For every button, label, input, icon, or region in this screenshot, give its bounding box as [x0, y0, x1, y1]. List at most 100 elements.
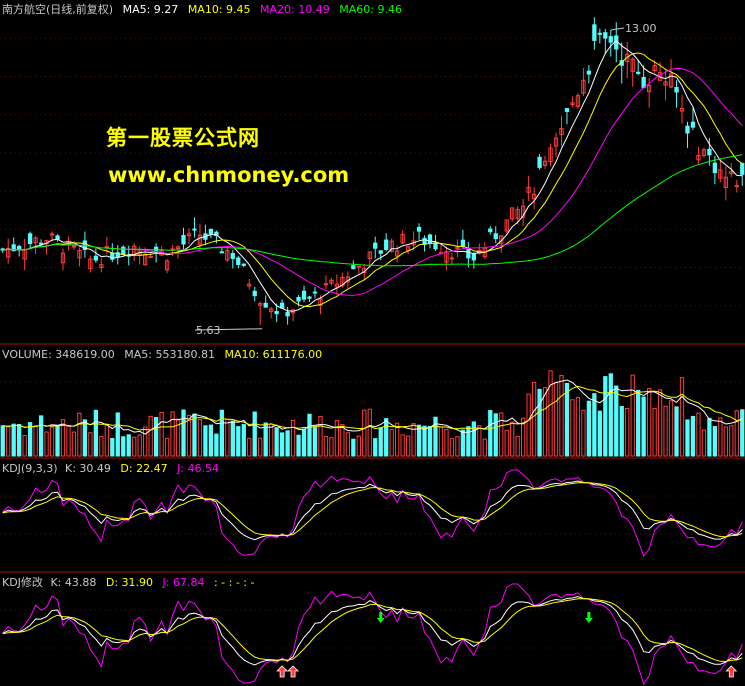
candle-body — [197, 234, 203, 245]
candle-body — [263, 302, 268, 308]
kdj-k-line — [2, 480, 743, 541]
candle-body — [318, 298, 323, 306]
volume-bar — [466, 426, 471, 457]
volume-bar — [526, 393, 531, 457]
candle-body — [499, 235, 504, 245]
candle-body — [690, 121, 696, 128]
volume-bar — [723, 426, 728, 457]
volume-bar — [356, 435, 361, 457]
volume-ma5-value: MA5: 553180.81 — [124, 348, 215, 361]
volume-bar — [22, 435, 27, 457]
candle-body — [356, 265, 361, 268]
volume-bar — [110, 437, 115, 457]
volume-bar — [148, 415, 153, 457]
kdj-d-line — [2, 482, 743, 538]
candle-body — [729, 171, 734, 175]
kdj-j-value: J: 46.54 — [177, 462, 220, 475]
volume-bar — [696, 412, 701, 457]
volume-bar — [82, 419, 88, 457]
candle-body — [121, 246, 126, 255]
volume-bar — [17, 423, 22, 457]
kdj-modified-panel — [2, 583, 743, 686]
candle-body — [696, 155, 701, 161]
kdj2-extra: : - : - : - — [213, 576, 255, 589]
low-marker — [194, 328, 263, 331]
kdj-d-value: D: 22.47 — [120, 462, 168, 475]
volume-bar — [367, 408, 372, 457]
volume-bar — [619, 406, 624, 457]
candle-body — [241, 263, 246, 266]
volume-bar — [33, 425, 38, 457]
candle-body — [285, 311, 290, 317]
volume-bar — [170, 411, 175, 457]
volume-bar — [504, 429, 509, 457]
volume-bar — [296, 434, 301, 457]
candle-body — [164, 260, 170, 271]
candle-body — [718, 169, 723, 179]
candle-body — [99, 264, 104, 268]
kdj-header: KDJ(9,3,3) K: 30.49 D: 22.47 J: 46.54 — [2, 462, 225, 475]
volume-bar — [729, 425, 734, 457]
candle-body — [225, 249, 230, 261]
candle-body — [685, 125, 690, 134]
volume-bar — [88, 432, 93, 457]
candle-body — [296, 297, 301, 302]
volume-bar — [449, 438, 455, 457]
high-price-label: 13.00 — [625, 22, 657, 35]
candle-body — [367, 251, 372, 260]
volume-bar — [548, 370, 553, 457]
candle-body — [608, 36, 613, 43]
candle-body — [707, 148, 712, 156]
volume-bar — [690, 415, 696, 457]
volume-bar — [395, 422, 400, 457]
candle-body — [378, 250, 383, 254]
candle-body — [323, 283, 329, 286]
volume-bar — [531, 382, 537, 457]
volume-bar — [164, 437, 170, 457]
volume-bar — [592, 393, 597, 457]
candle-body — [373, 242, 378, 249]
candle-body — [49, 233, 55, 236]
volume-bar — [679, 377, 685, 457]
volume-bar — [143, 426, 148, 457]
candle-body — [208, 228, 214, 235]
volume-bar — [384, 418, 389, 457]
volume-bar — [657, 389, 663, 457]
volume-bar — [400, 434, 405, 457]
candle-body — [38, 242, 44, 245]
volume-bar — [38, 415, 44, 457]
candle-body — [334, 283, 340, 288]
volume-bar — [126, 434, 131, 457]
volume-bar — [132, 436, 137, 457]
volume-bar — [279, 432, 285, 457]
candle-body — [252, 290, 257, 297]
volume-bar — [625, 408, 630, 457]
volume-bar — [225, 418, 230, 457]
volume-bar — [6, 426, 11, 457]
kdj2-k-value: K: 43.88 — [50, 576, 97, 589]
volume-bar — [290, 420, 296, 457]
candle-body — [553, 137, 559, 147]
volume-bar — [488, 410, 493, 457]
volume-bar — [427, 426, 433, 457]
volume-bar — [608, 373, 613, 457]
candle-body — [389, 240, 394, 252]
kdj-modified-header: KDJ修改 K: 43.88 D: 31.90 J: 67.84 : - : -… — [2, 576, 260, 589]
volume-bar — [351, 438, 356, 457]
volume-ma10-line — [2, 385, 743, 431]
volume-bar — [422, 425, 427, 457]
buy-arrow-icon — [287, 665, 300, 678]
volume-bar — [652, 408, 657, 457]
candle-body — [581, 79, 586, 94]
candle-body — [274, 311, 279, 315]
candle-body — [77, 249, 82, 259]
volume-bar — [49, 426, 55, 457]
buy-arrow-icon — [725, 665, 738, 678]
volume-bar — [707, 417, 712, 457]
kdj-d-line — [2, 598, 743, 663]
volume-ma5-line — [2, 379, 743, 435]
candle-body — [723, 176, 728, 188]
candle-body — [663, 81, 668, 86]
candle-body — [504, 219, 509, 232]
